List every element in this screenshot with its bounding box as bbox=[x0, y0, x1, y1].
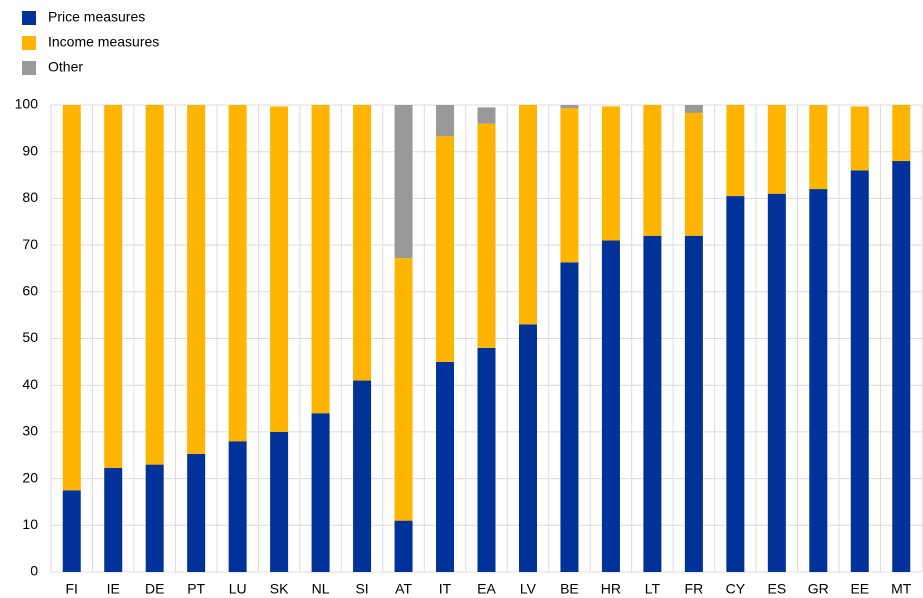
bar-segment bbox=[187, 453, 206, 572]
bar-segment bbox=[62, 490, 81, 572]
bar-segment bbox=[104, 105, 123, 468]
x-tick-label: DE bbox=[145, 581, 164, 597]
legend-swatch bbox=[22, 11, 36, 25]
bar-segment bbox=[394, 258, 413, 521]
bar-segment bbox=[684, 112, 703, 236]
y-tick-label: 10 bbox=[22, 516, 38, 532]
bar-segment bbox=[477, 107, 496, 124]
bar-segment bbox=[643, 235, 662, 572]
bar-segment bbox=[145, 464, 164, 572]
y-tick-label: 50 bbox=[22, 329, 38, 345]
legend-swatch bbox=[22, 36, 36, 50]
x-tick-label: EA bbox=[477, 581, 496, 597]
x-tick-label: HR bbox=[601, 581, 621, 597]
bar-segment bbox=[726, 105, 745, 197]
x-tick-label: ES bbox=[767, 581, 786, 597]
x-tick-label: GR bbox=[808, 581, 829, 597]
x-tick-label: BE bbox=[560, 581, 579, 597]
y-tick-label: 40 bbox=[22, 376, 38, 392]
x-tick-label: IT bbox=[439, 581, 452, 597]
y-tick-label: 80 bbox=[22, 189, 38, 205]
bar-segment bbox=[436, 361, 455, 572]
x-tick-label: IE bbox=[107, 581, 120, 597]
bar-segment bbox=[228, 441, 247, 572]
x-tick-label: NL bbox=[312, 581, 330, 597]
x-tick-label: CY bbox=[726, 581, 746, 597]
bar-segment bbox=[684, 235, 703, 572]
x-tick-label: LT bbox=[645, 581, 661, 597]
x-tick-label: MT bbox=[891, 581, 912, 597]
bar-segment bbox=[436, 105, 455, 137]
bar-segment bbox=[353, 380, 372, 572]
bar-segment bbox=[601, 106, 620, 241]
bar-segment bbox=[394, 520, 413, 572]
bar-segment bbox=[850, 170, 869, 572]
bar-segment bbox=[270, 106, 289, 432]
bar-segment bbox=[643, 105, 662, 236]
bar-segment bbox=[560, 108, 579, 263]
bar-segment bbox=[477, 123, 496, 348]
bar-segment bbox=[477, 347, 496, 572]
x-tick-label: SI bbox=[355, 581, 368, 597]
y-tick-label: 60 bbox=[22, 283, 38, 299]
bar-segment bbox=[270, 431, 289, 572]
bar-segment bbox=[394, 105, 413, 259]
bar-segment bbox=[809, 189, 828, 572]
bar-segment bbox=[726, 196, 745, 572]
bar-segment bbox=[767, 193, 786, 573]
bar-segment bbox=[311, 413, 330, 572]
legend-swatch bbox=[22, 61, 36, 75]
bar-segment bbox=[684, 105, 703, 113]
x-tick-label: EE bbox=[850, 581, 869, 597]
bar-segment bbox=[850, 106, 869, 171]
x-tick-label: FI bbox=[66, 581, 78, 597]
legend-label: Income measures bbox=[48, 34, 159, 50]
bar-segment bbox=[809, 105, 828, 190]
bar-segment bbox=[518, 324, 537, 572]
x-tick-label: FR bbox=[685, 581, 704, 597]
y-tick-label: 20 bbox=[22, 469, 38, 485]
y-tick-label: 100 bbox=[15, 96, 39, 112]
x-tick-label: LU bbox=[229, 581, 247, 597]
bar-segment bbox=[104, 467, 123, 572]
x-tick-label: LV bbox=[520, 581, 537, 597]
bar-segment bbox=[353, 105, 372, 381]
y-tick-label: 0 bbox=[30, 563, 38, 579]
bar-segment bbox=[560, 262, 579, 572]
bar-segment bbox=[311, 105, 330, 414]
y-tick-label: 70 bbox=[22, 236, 38, 252]
bar-segment bbox=[436, 136, 455, 362]
bar-segment bbox=[892, 105, 911, 162]
x-tick-label: AT bbox=[395, 581, 412, 597]
x-tick-label: SK bbox=[270, 581, 289, 597]
bar-segment bbox=[892, 161, 911, 573]
y-tick-label: 90 bbox=[22, 142, 38, 158]
legend-label: Other bbox=[48, 59, 83, 75]
bar-segment bbox=[601, 240, 620, 572]
legend-label: Price measures bbox=[48, 9, 145, 25]
bar-segment bbox=[767, 105, 786, 194]
bar-segment bbox=[145, 105, 164, 465]
bar-segment bbox=[228, 105, 247, 442]
x-tick-label: PT bbox=[187, 581, 205, 597]
bar-segment bbox=[187, 105, 206, 454]
bar-segment bbox=[518, 105, 537, 325]
bar-segment bbox=[560, 105, 579, 109]
y-tick-label: 30 bbox=[22, 423, 38, 439]
bar-segment bbox=[62, 105, 81, 491]
